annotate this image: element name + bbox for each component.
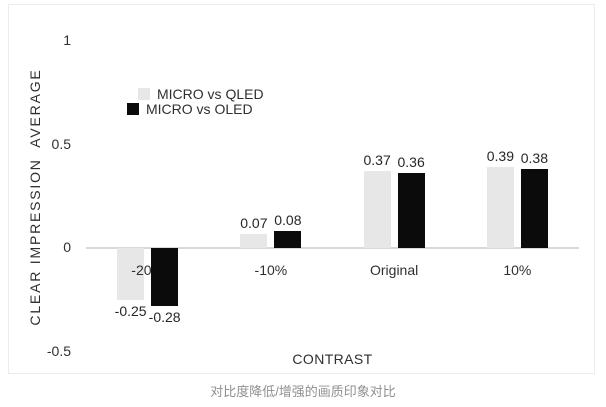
value-label: 0.08 xyxy=(274,212,302,229)
oled-series-swatch xyxy=(127,103,139,115)
value-label: 0.39 xyxy=(486,148,514,165)
bar-series0-cat2 xyxy=(363,171,391,248)
bar-series1-cat3 xyxy=(520,169,548,248)
value-label: -0.25 xyxy=(114,302,147,319)
x-axis-title: CONTRAST xyxy=(292,351,373,367)
bar-series0-cat0 xyxy=(117,248,145,300)
bar-series1-cat1 xyxy=(274,231,302,248)
legend-label-oled: MICRO vs OLED xyxy=(146,101,253,117)
x-axis-line xyxy=(86,247,579,249)
value-label: 0.07 xyxy=(240,214,268,231)
bar-series1-cat0 xyxy=(151,248,179,306)
bar-series0-cat3 xyxy=(486,167,514,248)
y-axis-tick-label: 0.5 xyxy=(51,135,71,152)
value-label: -0.28 xyxy=(148,308,181,325)
legend-item-micro-vs-qled: MICRO vs QLED xyxy=(138,86,264,102)
caption: 对比度降低/增强的画质印象对比 xyxy=(210,384,396,399)
value-label: 0.36 xyxy=(397,154,425,171)
category-label: Original xyxy=(370,262,419,278)
legend-item-micro-vs-oled: MICRO vs OLED xyxy=(127,101,253,117)
value-label: 0.37 xyxy=(363,152,391,169)
bar-series0-cat1 xyxy=(240,233,268,248)
y-axis-tick-label: 0 xyxy=(63,239,71,255)
y-axis-title: CLEAR IMPRESSION AVERAGE xyxy=(27,68,43,326)
bar-series1-cat2 xyxy=(397,173,425,248)
category-label: -20% xyxy=(131,262,164,278)
legend-label-qled: MICRO vs QLED xyxy=(157,86,264,102)
value-label: 0.38 xyxy=(520,150,548,167)
y-axis-tick-label: -0.5 xyxy=(46,342,71,359)
y-axis-tick-label: 1 xyxy=(63,32,71,48)
bar-chart: CLEAR IMPRESSION AVERAGE MICRO vs QLED M… xyxy=(8,4,595,374)
category-label: -10% xyxy=(254,262,288,278)
category-label: 10% xyxy=(503,262,532,278)
qled-series-swatch xyxy=(138,88,150,100)
